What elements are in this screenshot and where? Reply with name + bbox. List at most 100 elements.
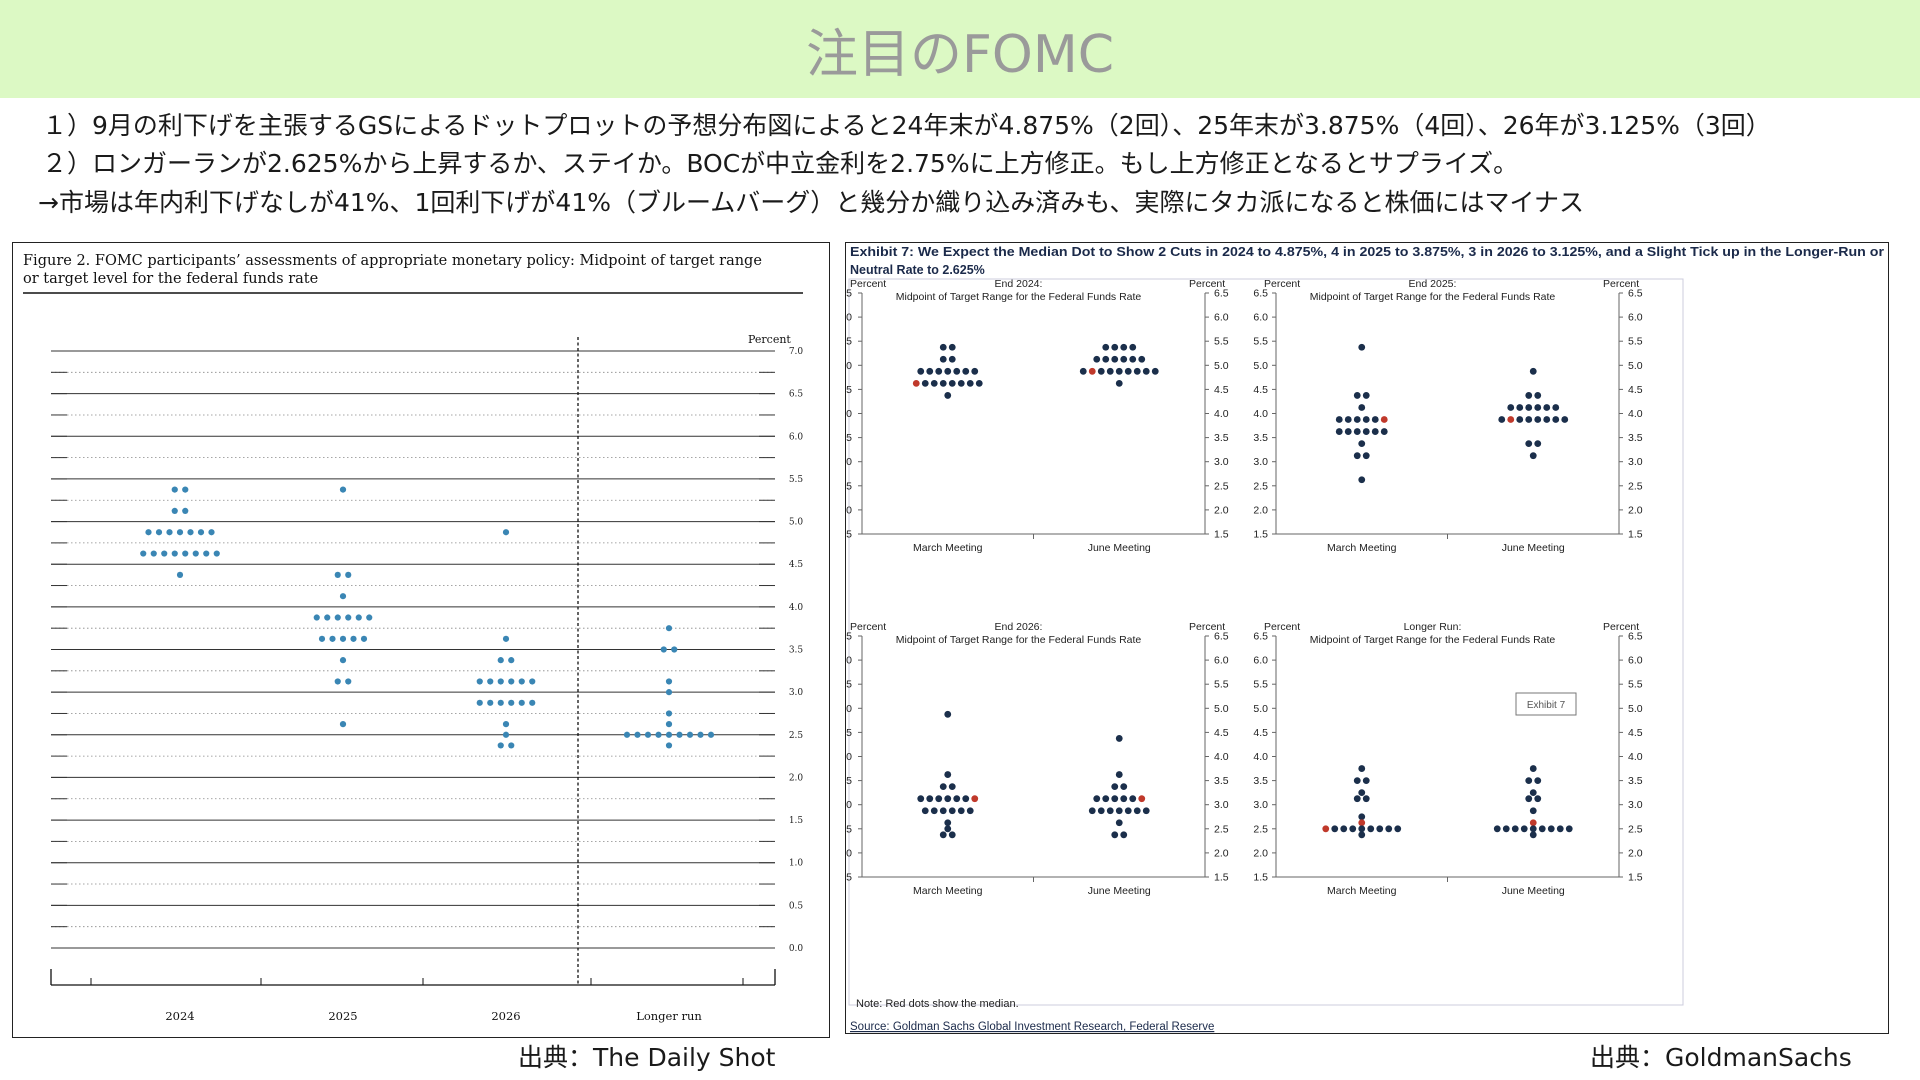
gs-ytick-left: 1.5 (1253, 872, 1268, 884)
gs-dot (1385, 825, 1393, 833)
fed-ytick-label: 5.5 (789, 475, 804, 485)
gs-dot (1088, 807, 1096, 815)
gs-ytick-right: 6.0 (1214, 312, 1229, 324)
gs-ytick-right: 6.5 (1214, 288, 1229, 300)
gs-dot (917, 367, 925, 375)
gs-ytick-left: 5.0 (1253, 360, 1268, 372)
gs-dot (1507, 404, 1515, 411)
gs-dot (939, 831, 947, 839)
gs-dot (1358, 404, 1366, 411)
gs-dot (957, 807, 965, 815)
fed-xtick-label: 2026 (491, 1009, 520, 1023)
gs-ytick-left: 5 (846, 432, 852, 444)
gs-dot (1362, 795, 1370, 803)
page-title: 注目のFOMC (805, 24, 1114, 85)
gs-median-dot (1138, 795, 1146, 803)
gs-ytick-right: 4.5 (1214, 727, 1229, 739)
gs-ytick-right: 3.5 (1628, 432, 1643, 444)
gs-dot (1129, 355, 1137, 363)
gs-dot (1358, 789, 1366, 797)
gs-dot (1380, 428, 1388, 435)
gs-dot (1552, 416, 1560, 423)
gs-ylabel-left: Percent (850, 621, 886, 633)
gs-ytick-left: 3.5 (1253, 432, 1268, 444)
fed-dot (665, 742, 673, 749)
gs-dot (1502, 825, 1510, 833)
gs-dot (1111, 783, 1119, 791)
gs-ytick-right: 3.5 (1214, 775, 1229, 787)
gs-dot (1115, 819, 1123, 827)
gs-ytick-left: 2.0 (1253, 504, 1268, 516)
gs-dot (1556, 825, 1564, 833)
gs-ytick-left: 5 (846, 823, 852, 835)
gs-panel-subtitle: Midpoint of Target Range for the Federal… (896, 291, 1142, 303)
gs-dot (1525, 404, 1533, 411)
fed-dot (339, 486, 347, 493)
fed-dot (671, 646, 678, 653)
gs-dot (975, 379, 983, 387)
fed-ytick-label: 2.0 (789, 773, 804, 783)
gs-dot (1376, 825, 1384, 833)
fed-dot (176, 529, 184, 536)
gs-dot (921, 807, 929, 815)
gs-dot (1525, 416, 1533, 423)
gs-ytick-left: 0 (846, 408, 852, 420)
fed-ytick-label: 5.0 (789, 518, 804, 528)
gs-ytick-right: 2.0 (1214, 504, 1229, 516)
gs-dot (1529, 367, 1537, 375)
gs-dot (1111, 831, 1119, 839)
gs-ytick-right: 1.5 (1214, 529, 1229, 541)
gs-dot (1102, 795, 1110, 803)
fed-dot (350, 635, 357, 642)
fed-dot (182, 486, 189, 493)
exhibit-tag (1515, 692, 1577, 716)
bullet-2: ２）ロンガーランが2.625%から上昇するか、ステイか。BOCが中立金利を2.7… (42, 149, 1519, 178)
fed-dot (508, 657, 515, 664)
gs-dot (962, 795, 970, 803)
gs-ytick-right: 3.0 (1214, 799, 1229, 811)
gs-subpanel: Percent Percent End 2025:Midpoint of Targe… (1253, 278, 1642, 554)
gs-dot (1525, 777, 1533, 784)
gs-median-dot (1380, 416, 1388, 423)
gs-dot (1093, 355, 1101, 363)
gs-xtick-label: March Meeting (1327, 885, 1397, 897)
fed-dot (313, 614, 320, 621)
gs-dot (1516, 416, 1524, 423)
fed-dot (497, 699, 504, 706)
fed-dot (355, 614, 362, 621)
gs-ytick-right: 5.0 (1628, 703, 1643, 715)
fed-ytick-label: 1.5 (789, 816, 804, 826)
gs-median-dot (1322, 825, 1330, 833)
fed-dot (140, 550, 147, 557)
fed-dot (634, 731, 641, 738)
gs-ytick-left: 5 (846, 529, 852, 541)
gs-dot (1529, 825, 1537, 833)
fed-ytick-label: 2.5 (789, 731, 804, 741)
fed-dot (476, 699, 483, 706)
gs-dot (1120, 355, 1128, 363)
gs-dot (926, 795, 934, 803)
gs-ytick-right: 2.5 (1628, 480, 1643, 492)
fed-dot (665, 678, 673, 685)
gs-dot (939, 807, 947, 815)
gs-ytick-right: 5.5 (1628, 336, 1643, 348)
gs-dot (1529, 452, 1537, 460)
gs-ytick-left: 6.0 (1253, 312, 1268, 324)
fed-ylabel: Percent (748, 333, 791, 346)
gs-subpanel: Percent Percent End 2024:Midpoint of Targe… (846, 278, 1229, 554)
gs-dot (944, 825, 952, 833)
gs-ytick-left: 0 (846, 504, 852, 516)
gs-dot (1371, 428, 1379, 435)
gs-dot (935, 367, 943, 375)
fed-dot-plot: Figure 2. FOMC participants’ assessments… (23, 253, 804, 1023)
gs-dot (1362, 392, 1370, 399)
fed-dot (487, 699, 494, 706)
gs-chart-title-line2: Neutral Rate to 2.625% (850, 263, 985, 277)
gs-dot-plot: Exhibit 7: We Expect the Median Dot to S… (846, 245, 1884, 1033)
gs-ylabel-right: Percent (1603, 621, 1639, 633)
fed-dot (508, 678, 515, 685)
gs-dot (1097, 367, 1105, 375)
fed-dot (502, 731, 510, 738)
gs-dot (1102, 343, 1110, 351)
fed-dot (208, 529, 215, 536)
